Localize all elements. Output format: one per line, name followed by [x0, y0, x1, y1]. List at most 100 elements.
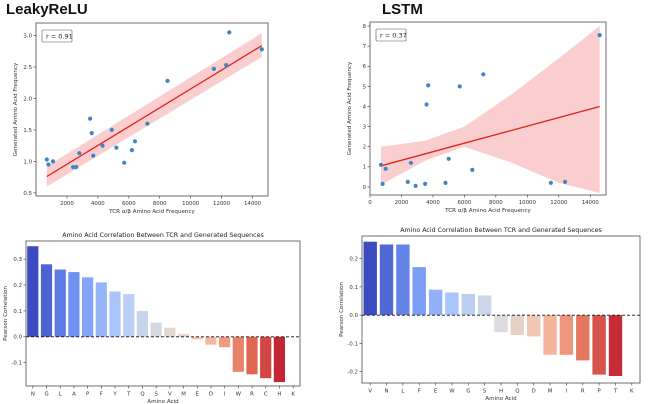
data-point [89, 131, 94, 136]
y-tick-label: -0.1 [11, 361, 22, 367]
x-tick-label: 12000 [550, 200, 568, 206]
y-tick-label: 8 [363, 24, 367, 30]
x-tick-label: 10000 [182, 201, 200, 207]
data-point [77, 151, 82, 156]
bar [543, 315, 557, 355]
bar [136, 310, 148, 337]
y-tick-label: 0.1 [349, 285, 358, 291]
correlation-annotation: r = 0.37 [375, 28, 407, 42]
x-tick-label: 6000 [122, 201, 136, 207]
chart-title: Amino Acid Correlation Between TCR and G… [400, 227, 602, 234]
data-point [100, 143, 105, 148]
x-axis-label: TCR α/β Amino Acid Frequency [108, 209, 195, 215]
bar [219, 336, 231, 348]
category-label: C [264, 392, 268, 398]
y-tick-label: 1.0 [23, 159, 32, 165]
x-tick-label: 4000 [91, 201, 105, 207]
data-point [224, 63, 229, 68]
category-label: Y [112, 392, 117, 398]
data-point [597, 33, 602, 38]
bar [205, 336, 217, 345]
y-tick-label: 5 [363, 84, 366, 90]
bar [396, 244, 410, 316]
category-label: I [566, 389, 568, 395]
x-axis-label: Amino Acid [147, 399, 179, 404]
category-label: Q [140, 392, 144, 398]
data-point [44, 157, 49, 162]
category-label: W [449, 389, 455, 395]
bar [576, 315, 590, 361]
bar [260, 336, 272, 379]
bar [40, 264, 53, 337]
y-tick-label: 0.3 [13, 257, 22, 263]
bar [445, 292, 459, 316]
y-tick-label: 2.0 [23, 96, 32, 102]
annotation-text: r = 0.91 [46, 33, 73, 41]
data-point [413, 183, 418, 188]
bar [559, 315, 574, 355]
data-point [165, 78, 170, 83]
category-label: A [72, 392, 76, 398]
bar [273, 336, 285, 383]
bar-panel-2: Amino Acid Correlation Between TCR and G… [3, 232, 301, 404]
y-tick-label: 1.5 [23, 128, 32, 134]
x-tick-label: 8000 [489, 200, 503, 206]
bar [150, 322, 162, 337]
category-label: S [483, 389, 487, 395]
data-point [46, 162, 51, 167]
x-tick-label: 12000 [213, 201, 231, 207]
y-tick-label: 1 [363, 165, 366, 171]
y-tick-label: -0.1 [347, 341, 358, 347]
category-label: S [154, 392, 158, 398]
y-tick-label: 7 [363, 44, 366, 50]
data-point [470, 167, 475, 172]
x-tick-label: 10000 [519, 200, 537, 206]
bar-panel-3: Amino Acid Correlation Between TCR and G… [339, 227, 641, 402]
data-point [408, 160, 413, 165]
data-point [91, 153, 96, 158]
data-point [114, 145, 119, 150]
category-label: M [548, 389, 553, 395]
category-label: K [630, 389, 634, 395]
scatter-panel-1: LSTM r = 0.37 0 2000 4000 6000 8000 10000 12000 1… [347, 1, 607, 214]
category-label: N [385, 389, 389, 395]
bar [510, 315, 524, 335]
bar [494, 315, 508, 333]
y-tick-label: 4 [363, 104, 367, 110]
bar [363, 241, 377, 316]
category-label: L [401, 389, 404, 395]
category-label: I [224, 392, 226, 398]
category-label: W [236, 392, 242, 398]
bar [123, 294, 135, 337]
bar [27, 246, 39, 337]
data-point [378, 162, 384, 167]
y-tick-label: 3.0 [23, 33, 32, 39]
plot-frame [25, 240, 301, 387]
data-point [132, 139, 138, 144]
y-tick-label: 0.1 [13, 309, 22, 315]
category-label: R [250, 392, 254, 398]
data-point [227, 30, 232, 35]
regression-line [46, 45, 263, 178]
data-point [74, 165, 79, 170]
x-tick-label: 14000 [244, 201, 262, 207]
data-point [548, 180, 554, 185]
data-point [424, 102, 429, 107]
data-point [481, 72, 486, 77]
regression-line [380, 105, 600, 167]
chart-title: Amino Acid Correlation Between TCR and G… [62, 232, 264, 239]
category-label: T [126, 392, 131, 398]
category-label: D [209, 392, 213, 398]
bar [527, 315, 541, 337]
data-point [129, 148, 134, 153]
y-tick-label: 2.5 [23, 65, 32, 71]
data-point [50, 159, 56, 164]
category-label: R [581, 389, 585, 395]
y-tick-label: 0 [363, 185, 367, 191]
y-tick-label: 6 [363, 64, 367, 70]
bar [461, 294, 475, 316]
scatter-panel-0: LeakyReLU r = 0.91 2000 4000 6000 8000 10000 12… [6, 1, 269, 215]
data-point [423, 181, 428, 186]
